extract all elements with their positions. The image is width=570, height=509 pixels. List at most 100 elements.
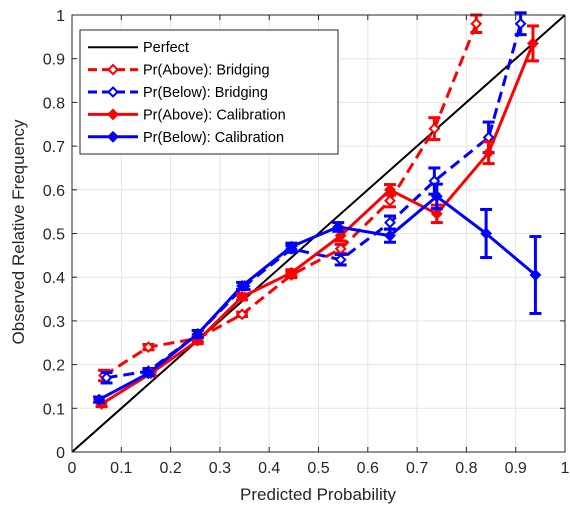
data-point bbox=[529, 269, 542, 281]
x-tick-label: 0.1 bbox=[110, 460, 132, 477]
data-point bbox=[93, 393, 106, 406]
error-bar bbox=[142, 367, 155, 380]
legend-label: Pr(Above): Calibration bbox=[143, 107, 286, 123]
data-point bbox=[100, 371, 113, 384]
error-bar bbox=[93, 393, 106, 406]
data-point bbox=[334, 229, 347, 242]
error-bar bbox=[526, 24, 539, 63]
series-4 bbox=[98, 194, 537, 401]
data-point bbox=[384, 229, 396, 242]
error-bar bbox=[383, 183, 396, 197]
error-bar bbox=[428, 116, 441, 142]
y-tick-label: 1 bbox=[56, 8, 65, 25]
series-line bbox=[98, 194, 537, 401]
legend-entry: Perfect bbox=[88, 40, 189, 56]
legend-marker bbox=[107, 86, 119, 98]
data-point bbox=[470, 17, 483, 30]
error-bar bbox=[236, 280, 249, 292]
data-point bbox=[285, 240, 298, 253]
x-tick-label: 0.4 bbox=[258, 460, 280, 477]
legend-label: Perfect bbox=[143, 40, 189, 56]
error-bar bbox=[191, 328, 204, 340]
data-point bbox=[334, 253, 347, 266]
error-bar bbox=[334, 252, 347, 267]
y-tick-label: 0.5 bbox=[43, 227, 65, 244]
x-tick-label: 0.3 bbox=[209, 460, 231, 477]
error-bar bbox=[236, 290, 249, 303]
legend-entry: Pr(Below): Bridging bbox=[88, 85, 268, 101]
error-bar bbox=[142, 341, 155, 354]
error-bar bbox=[514, 11, 527, 37]
error-bar bbox=[285, 266, 298, 279]
data-point bbox=[142, 341, 155, 354]
data-point bbox=[236, 280, 248, 292]
data-point bbox=[236, 290, 248, 303]
data-point bbox=[480, 227, 493, 240]
error-bar bbox=[383, 227, 396, 244]
legend-label: Pr(Below): Bridging bbox=[143, 85, 268, 101]
y-axis-label: Observed Relative Frequency bbox=[9, 119, 28, 344]
series-0 bbox=[72, 15, 565, 452]
data-point bbox=[191, 328, 204, 340]
error-bar bbox=[332, 221, 345, 233]
data-point bbox=[428, 122, 441, 135]
data-point bbox=[384, 194, 396, 207]
x-tick-label: 0.7 bbox=[406, 460, 428, 477]
series-line bbox=[72, 15, 565, 452]
error-bar bbox=[430, 182, 443, 211]
x-tick-label: 1 bbox=[561, 460, 570, 477]
x-tick-label: 0.2 bbox=[159, 460, 181, 477]
x-tick-label: 0.9 bbox=[505, 460, 527, 477]
data-point bbox=[514, 17, 527, 30]
x-axis-label: Predicted Probability bbox=[240, 485, 396, 504]
x-tick-label: 0.6 bbox=[357, 460, 379, 477]
series-line bbox=[100, 42, 535, 406]
data-point bbox=[384, 216, 396, 229]
y-tick-label: 0.2 bbox=[43, 358, 65, 375]
data-point bbox=[527, 37, 539, 50]
axes: 0 0.1 0.2 0.3 0.4 0.5 0.6 0.7 0.8 0.9 1 0 0.1 0.2 0.3 0… bbox=[43, 8, 570, 477]
error-bar bbox=[529, 235, 542, 315]
legend: Perfect Pr(Above): Bridging Pr(Below): Bri… bbox=[79, 29, 339, 155]
legend-entry: Pr(Above): Calibration bbox=[88, 107, 286, 123]
data-point bbox=[384, 183, 396, 196]
legend-marker bbox=[107, 108, 119, 121]
x-tick-label: 0 bbox=[68, 460, 77, 477]
legend-entry: Pr(Below): Calibration bbox=[88, 130, 284, 146]
legend-entry: Pr(Above): Bridging bbox=[88, 63, 270, 79]
plot-area bbox=[72, 11, 565, 452]
y-tick-label: 0 bbox=[56, 445, 65, 462]
y-tick-label: 0.4 bbox=[43, 270, 65, 287]
y-tick-label: 0.7 bbox=[43, 139, 65, 156]
data-point bbox=[430, 207, 443, 220]
series-1 bbox=[103, 23, 478, 377]
series-line bbox=[103, 23, 478, 377]
y-tick-label: 0.3 bbox=[43, 314, 65, 331]
legend-marker bbox=[107, 130, 119, 143]
data-point bbox=[482, 146, 495, 159]
series-3 bbox=[100, 42, 535, 406]
data-point bbox=[430, 190, 443, 203]
y-tick-label: 0.9 bbox=[43, 52, 65, 69]
error-bar bbox=[285, 240, 298, 253]
y-tick-label: 0.8 bbox=[43, 95, 65, 112]
error-bar bbox=[334, 242, 347, 255]
legend-box bbox=[79, 29, 339, 155]
legend-label: Pr(Above): Bridging bbox=[143, 63, 270, 79]
data-point bbox=[142, 367, 155, 380]
y-tick-label: 0.6 bbox=[43, 183, 65, 200]
data-point bbox=[332, 221, 345, 233]
data-point bbox=[236, 308, 248, 321]
error-bar bbox=[470, 13, 483, 34]
x-tick-label: 0.5 bbox=[307, 460, 329, 477]
y-tick-label: 0.1 bbox=[43, 401, 65, 418]
error-bar bbox=[236, 308, 249, 321]
error-bar bbox=[482, 140, 495, 166]
legend-label: Pr(Below): Calibration bbox=[143, 130, 284, 146]
data-point bbox=[285, 266, 298, 279]
x-tick-label: 0.8 bbox=[455, 460, 477, 477]
legend-marker bbox=[107, 63, 119, 76]
error-bar bbox=[480, 207, 493, 260]
error-bar bbox=[100, 370, 113, 385]
